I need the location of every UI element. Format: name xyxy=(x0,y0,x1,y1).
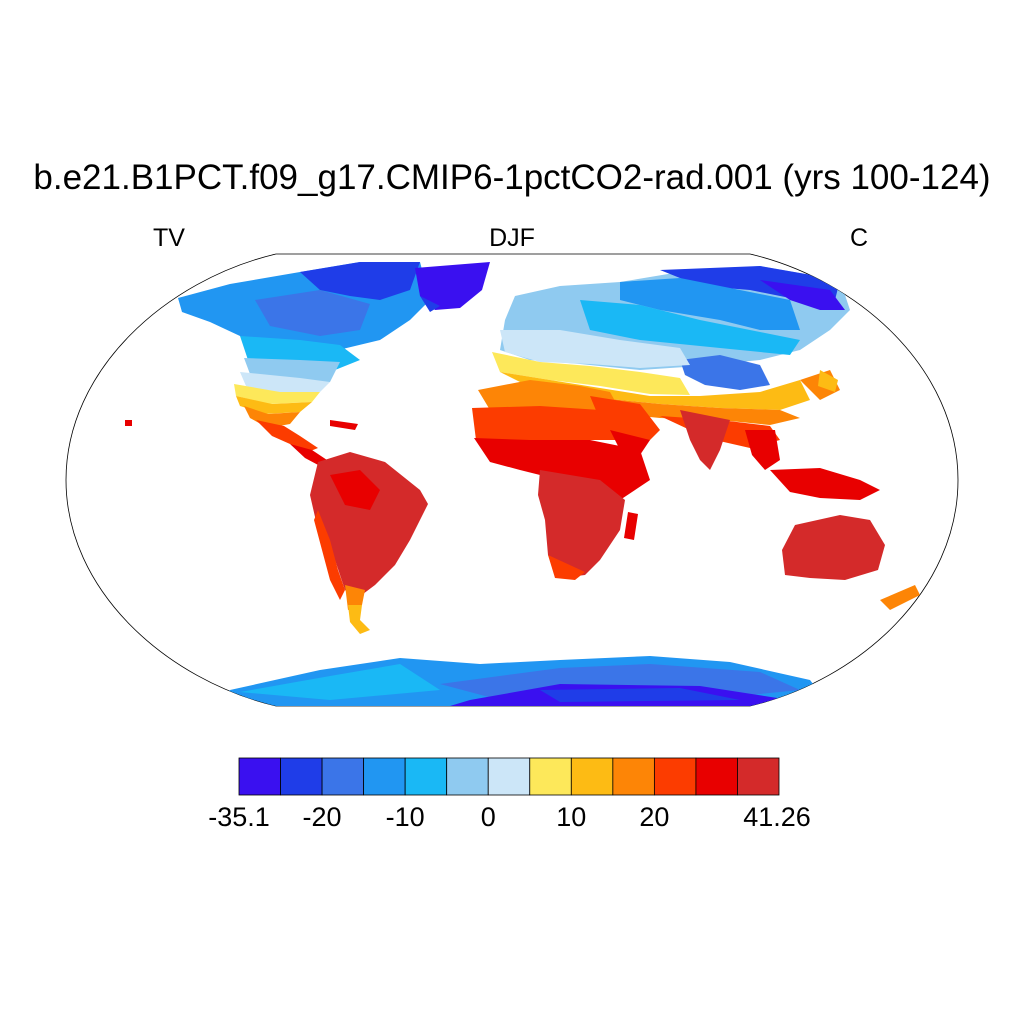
north-america xyxy=(125,262,490,466)
colorbar-swatch xyxy=(529,757,572,796)
season-label: DJF xyxy=(489,224,535,252)
africa xyxy=(472,380,660,580)
colorbar-swatch xyxy=(238,757,281,796)
colorbar-tick-label: 0 xyxy=(480,802,496,832)
australia-oceania xyxy=(770,468,920,610)
colorbar-swatch xyxy=(487,757,531,796)
colorbar xyxy=(238,757,780,796)
colorbar-tick-label: -35.1 xyxy=(208,802,270,832)
colorbar-tick-label: 20 xyxy=(639,802,670,832)
colorbar-swatch xyxy=(321,757,365,796)
colorbar-swatch xyxy=(280,757,323,796)
antarctica xyxy=(210,656,830,706)
units-label: C xyxy=(850,224,869,252)
variable-label: TV xyxy=(153,224,185,252)
colorbar-swatch xyxy=(737,757,780,796)
eurasia xyxy=(492,266,850,470)
colorbar-swatch xyxy=(653,757,697,796)
south-america xyxy=(310,452,428,634)
colorbar-tick-label: 10 xyxy=(556,802,587,832)
colorbar-swatch xyxy=(612,757,655,796)
colorbar-swatch xyxy=(404,757,448,796)
colorbar-swatch xyxy=(695,757,738,796)
colorbar-tick-label: -20 xyxy=(302,802,342,832)
colorbar-swatch xyxy=(363,757,406,796)
land-temperature-field xyxy=(125,262,920,706)
colorbar-swatch xyxy=(570,757,614,796)
colorbar-tick-label: 41.26 xyxy=(743,802,811,832)
colorbar-swatch xyxy=(446,757,489,796)
figure-title: b.e21.B1PCT.f09_g17.CMIP6-1pctCO2-rad.00… xyxy=(33,158,991,197)
colorbar-tick-label: -10 xyxy=(385,802,425,832)
